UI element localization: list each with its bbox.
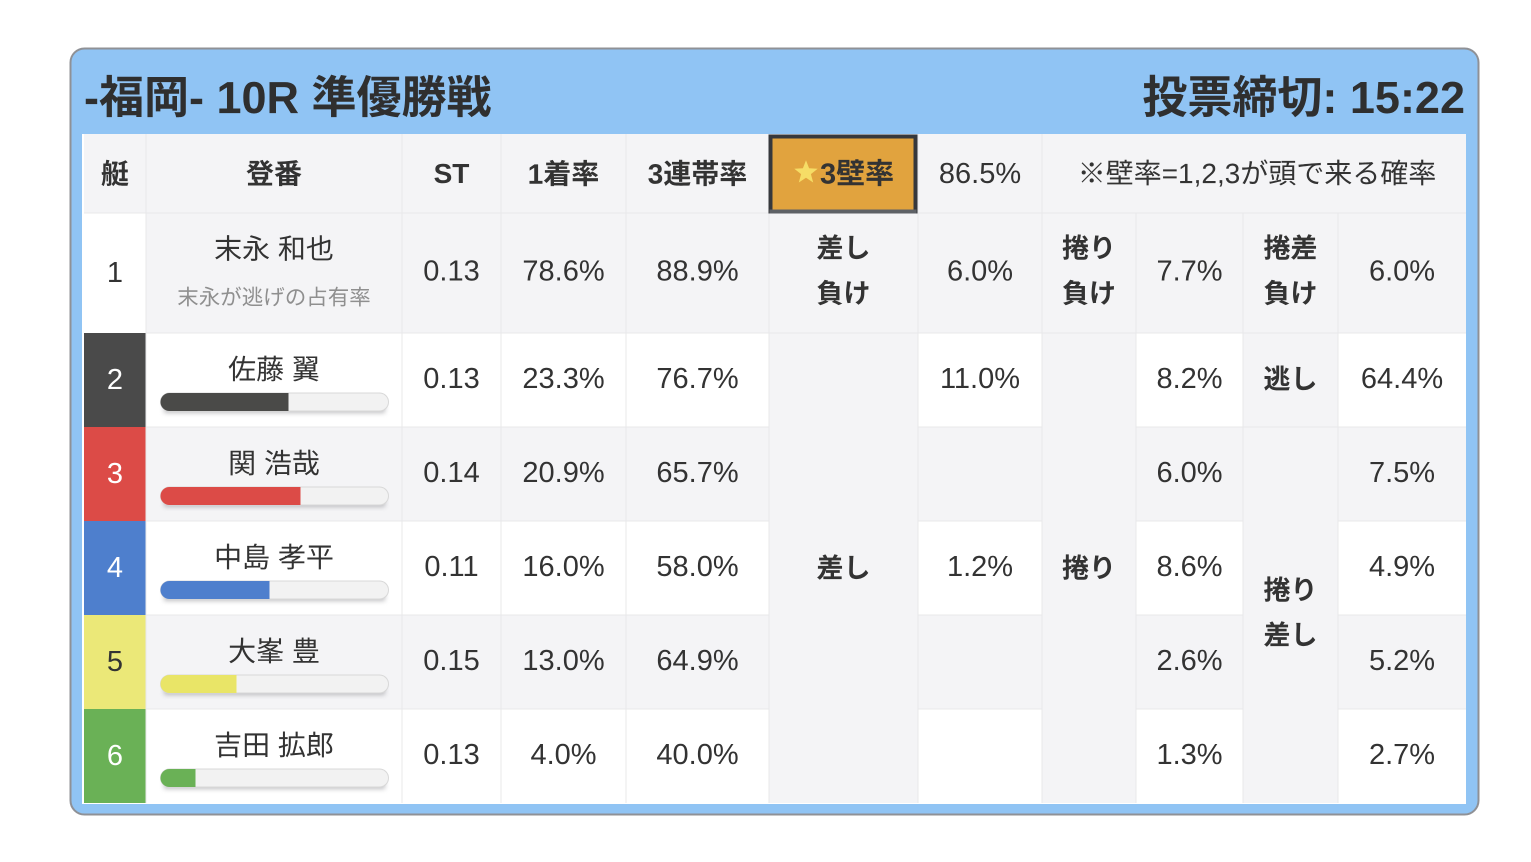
svg-text:4.9%: 4.9% xyxy=(1369,551,1435,583)
svg-text:6.0%: 6.0% xyxy=(947,256,1013,288)
svg-text:2.6%: 2.6% xyxy=(1156,645,1222,677)
svg-text:3: 3 xyxy=(107,458,123,490)
svg-text:2.7%: 2.7% xyxy=(1369,739,1435,771)
svg-text:2: 2 xyxy=(107,364,123,396)
svg-text:ST: ST xyxy=(434,158,470,189)
svg-text:58.0%: 58.0% xyxy=(656,551,738,583)
svg-text:64.4%: 64.4% xyxy=(1361,363,1443,395)
svg-text:0.14: 0.14 xyxy=(423,457,479,489)
svg-text:7.5%: 7.5% xyxy=(1369,457,1435,489)
svg-text:8.2%: 8.2% xyxy=(1156,363,1222,395)
svg-text:0.15: 0.15 xyxy=(423,645,479,677)
svg-text:20.9%: 20.9% xyxy=(522,457,604,489)
svg-text:86.5%: 86.5% xyxy=(939,158,1021,190)
svg-text:4: 4 xyxy=(107,552,123,584)
svg-text:0.13: 0.13 xyxy=(423,256,479,288)
svg-text:7.7%: 7.7% xyxy=(1156,256,1222,288)
svg-text:65.7%: 65.7% xyxy=(656,457,738,489)
svg-text:0.13: 0.13 xyxy=(423,363,479,395)
svg-text:0.13: 0.13 xyxy=(423,739,479,771)
svg-text:64.9%: 64.9% xyxy=(656,645,738,677)
svg-text:4.0%: 4.0% xyxy=(530,739,596,771)
svg-text:1.2%: 1.2% xyxy=(947,551,1013,583)
svg-text:5.2%: 5.2% xyxy=(1369,645,1435,677)
svg-text:76.7%: 76.7% xyxy=(656,363,738,395)
svg-text:78.6%: 78.6% xyxy=(522,256,604,288)
svg-text:8.6%: 8.6% xyxy=(1156,551,1222,583)
svg-text:1.3%: 1.3% xyxy=(1156,739,1222,771)
svg-text:16.0%: 16.0% xyxy=(522,551,604,583)
svg-text:1: 1 xyxy=(107,257,123,289)
svg-text:6: 6 xyxy=(107,740,123,772)
svg-text:11.0%: 11.0% xyxy=(940,363,1020,395)
svg-text:40.0%: 40.0% xyxy=(656,739,738,771)
svg-text:6.0%: 6.0% xyxy=(1369,256,1435,288)
svg-text:88.9%: 88.9% xyxy=(656,256,738,288)
svg-text:13.0%: 13.0% xyxy=(522,645,604,677)
svg-text:5: 5 xyxy=(107,646,123,678)
svg-text:0.11: 0.11 xyxy=(424,551,478,583)
svg-text:6.0%: 6.0% xyxy=(1156,457,1222,489)
svg-text:23.3%: 23.3% xyxy=(522,363,604,395)
